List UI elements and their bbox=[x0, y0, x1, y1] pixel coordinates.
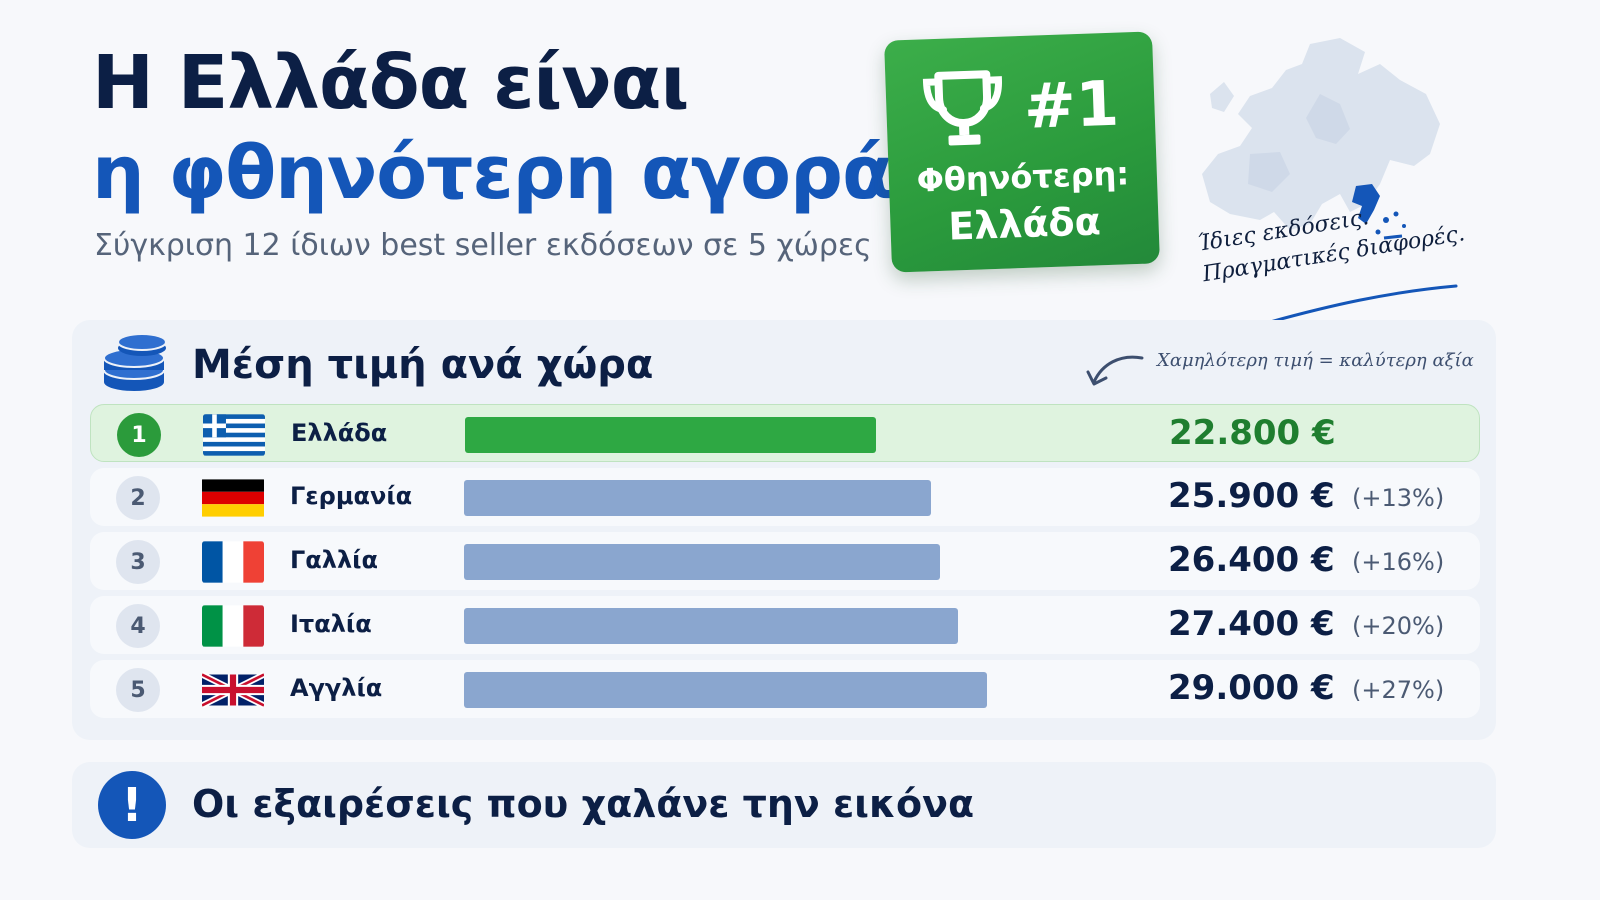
rank-badge: 4 bbox=[116, 604, 160, 648]
uk-flag-icon bbox=[202, 669, 264, 711]
diff-label: (+20%) bbox=[1352, 612, 1445, 640]
diff-label: (+16%) bbox=[1352, 548, 1445, 576]
price-label: 25.900 € bbox=[1168, 476, 1335, 516]
rank-badge: 5 bbox=[116, 668, 160, 712]
bar bbox=[465, 417, 876, 453]
country-label: Ιταλία bbox=[290, 610, 372, 638]
rank-badge: 1 bbox=[117, 413, 161, 457]
badge-rank: #1 bbox=[1022, 66, 1121, 143]
price-label: 29.000 € bbox=[1168, 668, 1335, 708]
exclamation-icon: ! bbox=[98, 771, 166, 839]
country-label: Γαλλία bbox=[290, 546, 378, 574]
chart-title: Μέση τιμή ανά χώρα bbox=[192, 342, 654, 388]
diff-label: (+13%) bbox=[1352, 484, 1445, 512]
coins-icon bbox=[103, 333, 167, 391]
average-price-chart: Μέση τιμή ανά χώρα Χαμηλότερη τιμή = καλ… bbox=[72, 320, 1496, 740]
price-label: 26.400 € bbox=[1168, 540, 1335, 580]
chart-row: 2 Γερμανία 25.900 € (+13%) bbox=[90, 468, 1480, 526]
price-label: 27.400 € bbox=[1168, 604, 1335, 644]
page-title-line2: η φθηνότερη αγορά bbox=[92, 130, 893, 216]
france-flag-icon bbox=[202, 541, 264, 583]
bar bbox=[464, 544, 940, 580]
trophy-icon bbox=[923, 70, 1003, 146]
chart-row: 5 Αγγλία 29.000 € (+27%) bbox=[90, 660, 1480, 718]
country-label: Αγγλία bbox=[290, 674, 383, 702]
bar bbox=[464, 672, 987, 708]
chart-row: 1 Ελλάδα 22.800 € bbox=[90, 404, 1480, 462]
germany-flag-icon bbox=[202, 477, 264, 519]
chart-hint: Χαμηλότερη τιμή = καλύτερη αξία bbox=[1157, 350, 1474, 371]
price-label: 22.800 € bbox=[1169, 413, 1336, 453]
chart-row: 3 Γαλλία 26.400 € (+16%) bbox=[90, 532, 1480, 590]
rank-badge: 3 bbox=[116, 540, 160, 584]
greece-flag-icon bbox=[203, 414, 265, 456]
bar-track bbox=[465, 417, 1165, 453]
bar-track bbox=[464, 480, 1164, 516]
exceptions-title: Οι εξαιρέσεις που χαλάνε την εικόνα bbox=[192, 782, 975, 826]
page-title-line1: Η Ελλάδα είναι bbox=[92, 40, 689, 126]
winner-badge: #1 Φθηνότερη: Ελλάδα bbox=[884, 31, 1160, 273]
exceptions-section: ! Οι εξαιρέσεις που χαλάνε την εικόνα bbox=[72, 762, 1496, 848]
page-subtitle: Σύγκριση 12 ίδιων best seller εκδόσεων σ… bbox=[94, 228, 872, 263]
bar bbox=[464, 480, 931, 516]
rank-badge: 2 bbox=[116, 476, 160, 520]
curved-arrow-icon bbox=[1086, 355, 1144, 386]
country-label: Γερμανία bbox=[290, 482, 413, 510]
bar-track bbox=[464, 544, 1164, 580]
badge-line2: Ελλάδα bbox=[947, 199, 1102, 249]
bar-track bbox=[464, 672, 1164, 708]
bar-track bbox=[464, 608, 1164, 644]
bar bbox=[464, 608, 958, 644]
tagline-underline bbox=[1268, 284, 1458, 324]
country-label: Ελλάδα bbox=[291, 419, 388, 447]
europe-map-icon bbox=[1202, 38, 1440, 240]
badge-line1: Φθηνότερη: bbox=[916, 154, 1130, 200]
italy-flag-icon bbox=[202, 605, 264, 647]
diff-label: (+27%) bbox=[1352, 676, 1445, 704]
chart-row: 4 Ιταλία 27.400 € (+20%) bbox=[90, 596, 1480, 654]
